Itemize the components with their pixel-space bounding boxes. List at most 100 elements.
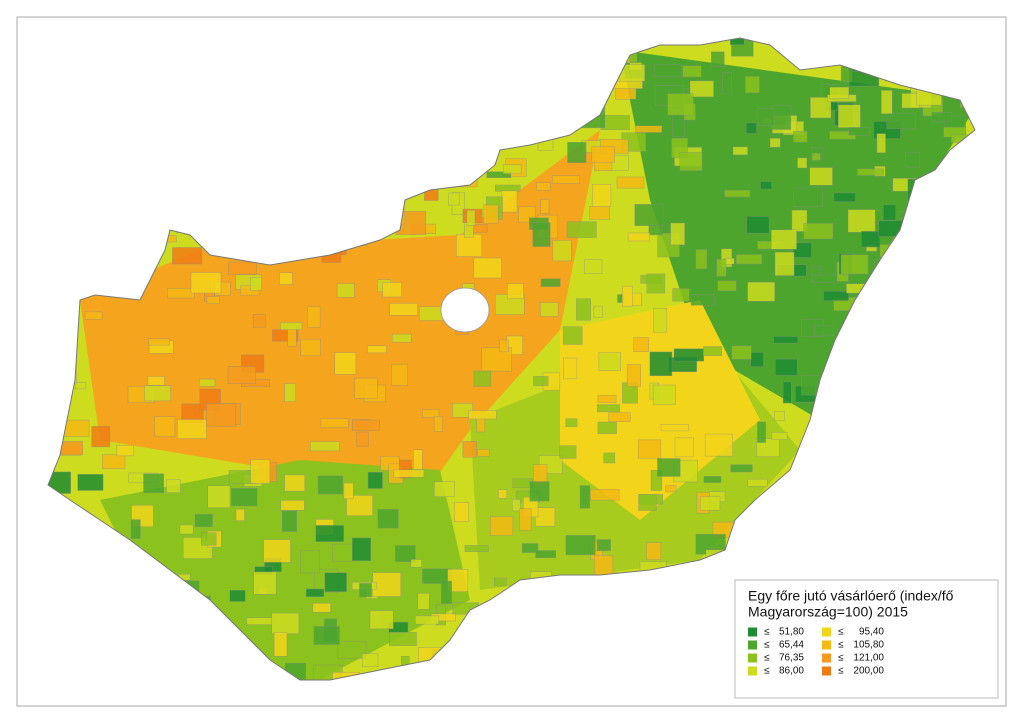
municipality — [899, 446, 918, 465]
municipality — [422, 409, 440, 418]
municipality — [154, 416, 176, 437]
municipality — [952, 517, 970, 542]
municipality — [791, 489, 806, 512]
municipality — [227, 366, 256, 384]
municipality — [716, 259, 727, 277]
municipality — [148, 338, 170, 346]
legend-swatch — [822, 640, 831, 650]
municipality — [724, 190, 750, 198]
municipality — [858, 458, 868, 480]
municipality — [426, 160, 448, 185]
municipality — [567, 141, 587, 163]
municipality — [92, 172, 105, 192]
municipality — [629, 623, 642, 631]
municipality — [372, 572, 401, 597]
municipality — [468, 410, 497, 420]
municipality — [791, 209, 808, 232]
municipality — [714, 652, 738, 661]
municipality — [266, 132, 293, 154]
municipality — [354, 377, 378, 399]
municipality — [902, 557, 925, 565]
municipality — [230, 488, 258, 507]
municipality — [638, 494, 657, 511]
legend-symbol: ≤ — [764, 653, 770, 664]
municipality — [736, 254, 763, 265]
municipality — [597, 395, 617, 403]
municipality — [909, 238, 921, 261]
municipality — [769, 138, 781, 148]
municipality — [606, 572, 618, 595]
municipality — [392, 78, 423, 101]
municipality — [652, 660, 674, 674]
municipality — [456, 233, 482, 257]
municipality — [166, 479, 181, 493]
municipality — [560, 82, 573, 102]
municipality — [922, 385, 938, 409]
municipality — [528, 682, 539, 697]
municipality — [757, 108, 775, 126]
municipality — [114, 213, 135, 221]
municipality — [808, 560, 821, 578]
municipality — [845, 329, 868, 349]
legend-label: 76,35 — [779, 653, 804, 664]
municipality — [850, 56, 880, 71]
municipality — [56, 568, 87, 583]
municipality — [234, 148, 244, 163]
municipality — [873, 516, 895, 538]
municipality — [576, 298, 591, 321]
municipality — [48, 46, 62, 58]
budapest — [440, 287, 490, 333]
municipality — [905, 435, 929, 444]
municipality — [867, 42, 883, 62]
municipality — [48, 335, 63, 354]
municipality — [552, 665, 577, 680]
municipality — [362, 653, 379, 667]
municipality — [147, 376, 165, 386]
municipality — [48, 373, 58, 387]
municipality — [498, 489, 507, 499]
municipality — [829, 86, 850, 99]
municipality — [347, 201, 372, 223]
municipality — [313, 626, 340, 645]
legend-label: 51,80 — [779, 627, 804, 638]
municipality — [494, 577, 507, 587]
municipality — [782, 381, 792, 404]
municipality — [207, 485, 231, 509]
municipality — [343, 482, 354, 499]
municipality — [670, 222, 685, 246]
municipality — [391, 364, 408, 386]
municipality — [844, 545, 859, 555]
legend-symbol: ≤ — [838, 666, 844, 677]
municipality — [91, 426, 111, 448]
municipality — [101, 454, 126, 469]
legend-title: Magyarország=100) 2015 — [748, 604, 908, 620]
municipality — [121, 242, 140, 267]
municipality — [172, 106, 191, 130]
municipality — [63, 419, 90, 437]
municipality — [771, 105, 792, 130]
municipality — [864, 562, 890, 571]
municipality — [484, 658, 512, 675]
municipality — [912, 220, 928, 231]
municipality — [654, 64, 682, 78]
municipality — [955, 335, 975, 349]
municipality — [898, 253, 913, 269]
municipality — [711, 51, 725, 67]
municipality — [452, 602, 479, 615]
municipality — [439, 92, 459, 107]
municipality — [966, 411, 975, 433]
municipality — [541, 84, 568, 99]
municipality — [771, 432, 788, 440]
municipality — [597, 421, 617, 434]
municipality — [774, 251, 795, 276]
municipality — [797, 157, 808, 169]
municipality — [475, 80, 499, 99]
municipality — [532, 222, 551, 247]
municipality — [190, 272, 222, 294]
municipality — [320, 418, 349, 428]
municipality — [699, 655, 722, 670]
municipality — [561, 89, 580, 100]
municipality — [332, 543, 354, 562]
municipality — [463, 645, 473, 664]
municipality — [263, 179, 281, 198]
